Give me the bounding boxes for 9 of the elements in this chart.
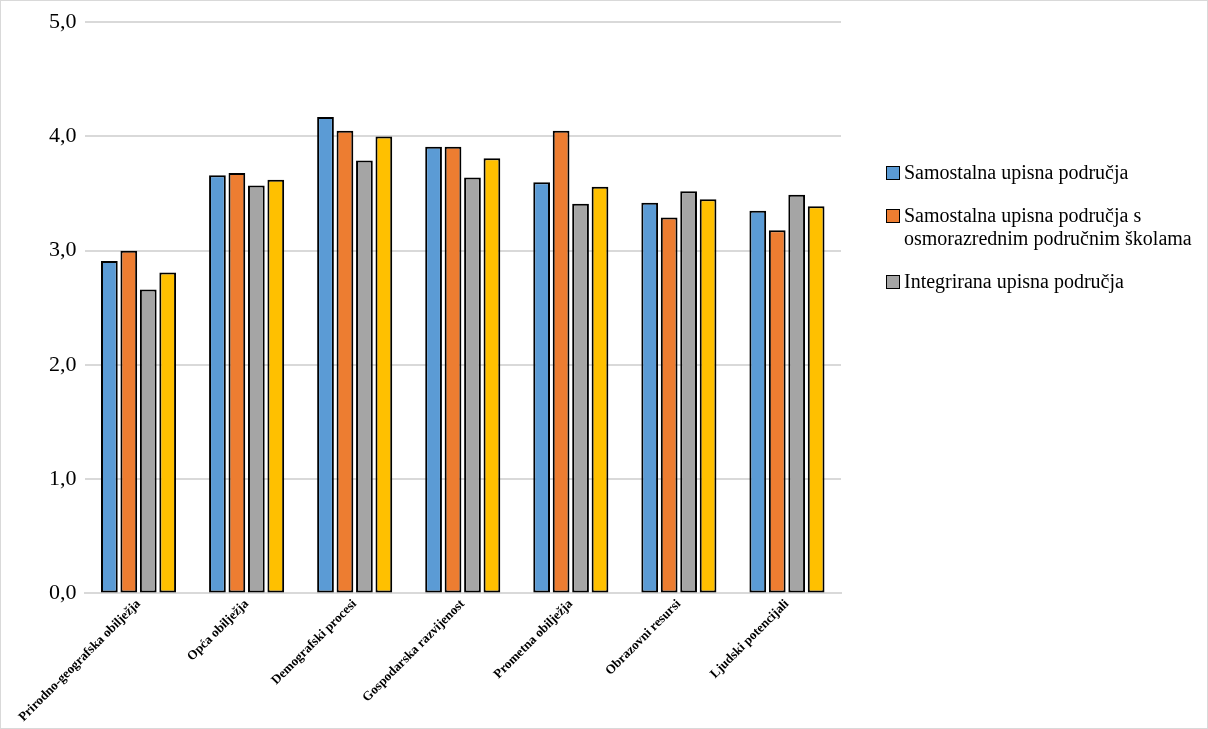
legend-label: Samostalna upisna područja s osmorazrednim područnim školama xyxy=(904,204,1193,250)
y-tick-label: 5,0 xyxy=(49,7,77,33)
y-tick-label: 1,0 xyxy=(49,464,77,490)
legend-label: Samostalna upisna područja xyxy=(904,161,1129,184)
y-tick-label: 4,0 xyxy=(49,122,77,148)
y-tick-label: 3,0 xyxy=(49,236,77,262)
y-tick-label: 0,0 xyxy=(49,579,77,605)
legend-label: Integrirana upisna područja xyxy=(904,270,1124,293)
y-tick-label: 2,0 xyxy=(49,350,77,376)
